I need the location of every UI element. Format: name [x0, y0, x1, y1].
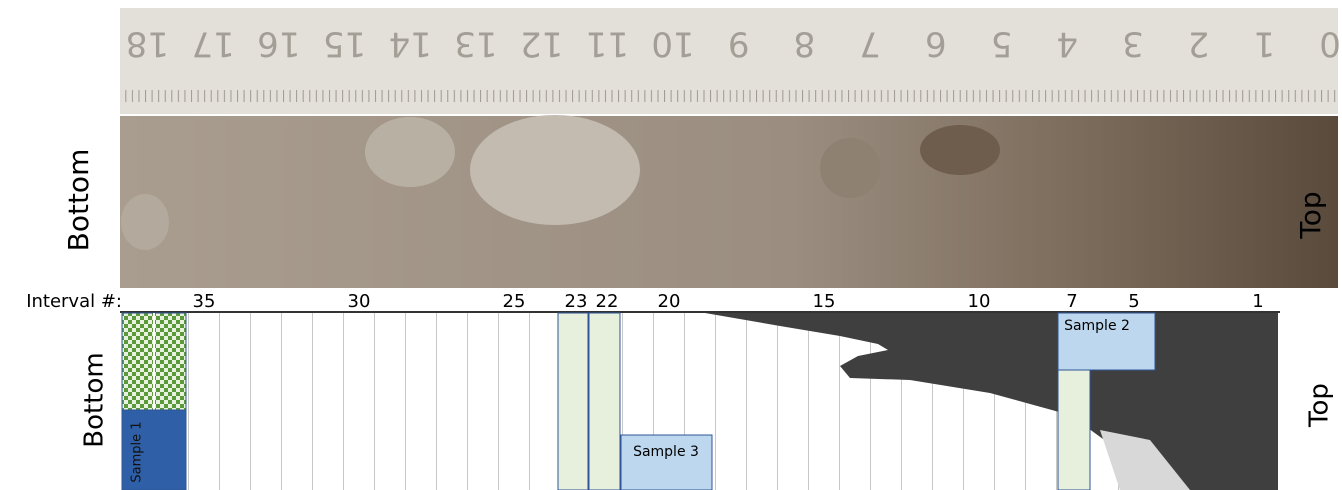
ruler-number: 0: [1319, 24, 1341, 64]
ruler-number: 1: [1253, 24, 1275, 64]
ruler-number: 6: [925, 24, 947, 64]
interval-label: 7: [1066, 291, 1077, 312]
ruler-number: 15: [323, 24, 366, 64]
dark-zone: [705, 313, 1278, 490]
ruler-number: 14: [389, 24, 432, 64]
interval-label: 20: [658, 291, 681, 312]
interval-label: 35: [193, 291, 216, 312]
ruler-number: 17: [191, 24, 234, 64]
green-column: [1058, 370, 1090, 490]
core-photo: [120, 116, 1338, 288]
rock: [121, 194, 169, 250]
rock: [365, 117, 455, 187]
interval-label: 22: [596, 291, 619, 312]
ruler-number: 11: [586, 24, 629, 64]
interval-label: 23: [565, 291, 588, 312]
rock: [470, 115, 640, 225]
sample-label: Sample 3: [633, 444, 699, 460]
figure: Bottom Top Sample 1 Sample 3 Sample 2 In…: [0, 0, 1342, 490]
ruler-number: 8: [794, 24, 816, 64]
interval-label: 1: [1252, 291, 1263, 312]
ruler-number: 10: [651, 24, 694, 64]
diagram-right-label: Top: [1305, 383, 1335, 428]
photo-right-label: Top: [1294, 191, 1327, 239]
photo-left-label: Bottom: [62, 149, 95, 252]
ruler-number: 5: [991, 24, 1013, 64]
interval-label: 5: [1128, 291, 1139, 312]
ruler-number: 9: [728, 24, 750, 64]
rock: [920, 125, 1000, 175]
interval-label: 10: [968, 291, 991, 312]
ruler-number: 7: [859, 24, 881, 64]
ruler-number: 2: [1188, 24, 1210, 64]
ruler-number: 4: [1056, 24, 1078, 64]
sample-label: Sample 1: [130, 421, 145, 482]
interval-label: 30: [348, 291, 371, 312]
ruler-number: 16: [257, 24, 300, 64]
interval-label: 15: [813, 291, 836, 312]
interval-heading: Interval #:: [26, 291, 122, 312]
ruler-number: 18: [126, 24, 169, 64]
ruler-ticks: [120, 86, 1338, 112]
ruler-number: 12: [520, 24, 563, 64]
diagram-left-label: Bottom: [80, 352, 110, 447]
ruler-number: 13: [454, 24, 497, 64]
interval-label: 25: [503, 291, 526, 312]
ruler-number: 3: [1122, 24, 1144, 64]
green-column: [589, 313, 620, 490]
green-column: [558, 313, 588, 490]
rock: [820, 138, 880, 198]
sample-label: Sample 2: [1064, 318, 1130, 334]
